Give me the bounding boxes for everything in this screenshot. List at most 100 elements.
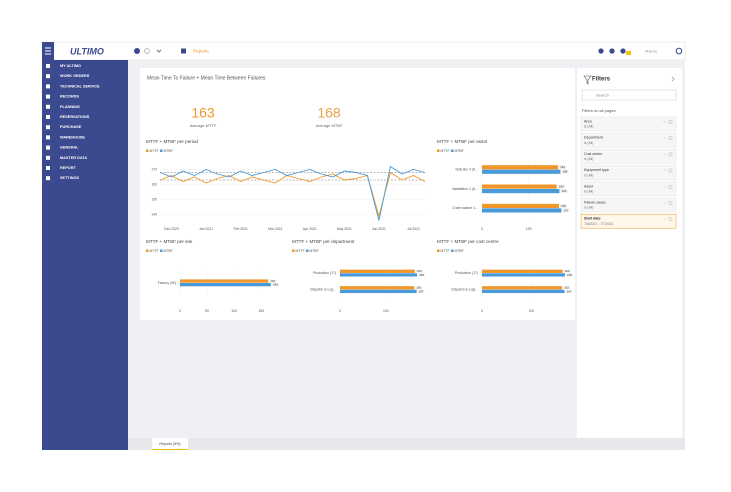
filter-controls xyxy=(662,185,673,189)
menu-item[interactable]: GENERAL xyxy=(60,146,79,150)
menu-item[interactable]: RECORDS xyxy=(60,95,79,99)
filter-controls xyxy=(662,120,673,124)
value-label-box xyxy=(560,189,568,193)
x-tick-label: Jun 2021 xyxy=(372,227,386,231)
sidebar xyxy=(42,60,128,450)
menu-item[interactable]: WORK ORDERS xyxy=(60,74,90,78)
value-label: 160 xyxy=(559,184,564,188)
logo: ULTIMO xyxy=(70,46,104,56)
menu-icon xyxy=(46,74,50,79)
report-panel xyxy=(140,68,575,320)
filter-value: is (All) xyxy=(584,206,593,210)
kpi-label: Average MTBF xyxy=(316,123,343,128)
sidebar-items: MY ULTIMO WORK ORDERS TECHNICAL SERVICE REC… xyxy=(46,64,100,181)
value-label: 163 xyxy=(565,269,570,273)
menu-icon xyxy=(46,176,50,181)
gear-icon[interactable] xyxy=(598,48,604,54)
category-label: Dispatch & Log... xyxy=(310,288,336,292)
x-tick-label: 100 xyxy=(383,309,389,313)
value-label-box xyxy=(557,184,565,189)
value-label-box xyxy=(563,286,571,290)
bar xyxy=(482,289,565,294)
chart-title: MTTF + MTBF per cost centre xyxy=(437,239,499,244)
y-tick-label: 150 xyxy=(151,197,157,201)
filters-title: Filters xyxy=(592,77,611,83)
breadcrumb[interactable]: Reports xyxy=(193,49,210,54)
legend-swatch xyxy=(437,249,440,252)
filter-card[interactable] xyxy=(580,181,677,197)
menu-icon xyxy=(46,84,50,89)
filter-value: is (All) xyxy=(584,173,593,177)
category-label: Crate washer 1... xyxy=(452,206,478,210)
logout-icon[interactable] xyxy=(675,47,683,55)
search-box[interactable] xyxy=(581,89,677,101)
x-tick-label: May 2021 xyxy=(337,227,352,231)
menu-item[interactable]: PLANNING xyxy=(60,105,80,109)
bell-icon[interactable] xyxy=(620,48,626,54)
tab[interactable] xyxy=(152,438,188,450)
x-tick-label: Jan 2021 xyxy=(199,227,213,231)
menu-item[interactable]: REPORT xyxy=(60,166,77,170)
legend-label: MTBF xyxy=(310,249,319,253)
menu-item[interactable]: SETTINGS xyxy=(60,176,79,180)
dropdown-icon[interactable] xyxy=(156,49,162,53)
value-label-box xyxy=(560,204,567,208)
bar xyxy=(180,279,269,283)
filter-icon xyxy=(583,75,592,85)
menu-icon xyxy=(45,47,51,55)
kpi-label: Average MTTF xyxy=(190,123,217,128)
value-label: 168 xyxy=(273,283,278,287)
legend-swatch xyxy=(292,249,295,252)
user-name[interactable]: Maerts xyxy=(645,49,657,54)
menu-item[interactable]: TECHNICAL SERVICE xyxy=(60,84,100,88)
menu-item[interactable]: WAREHOUSE xyxy=(60,135,85,139)
filter-value: is (All) xyxy=(584,189,593,193)
menu-item[interactable]: PURCHASE xyxy=(60,125,82,129)
value-label-box xyxy=(415,269,423,273)
x-tick-label: Apr 2021 xyxy=(303,227,317,231)
menu-item[interactable]: RESERVATIONS xyxy=(60,115,90,119)
x-tick-label: 100 xyxy=(529,309,535,313)
settings-icon[interactable] xyxy=(134,48,140,54)
value-label: 162 xyxy=(564,286,569,290)
y-tick-label: 170 xyxy=(151,167,157,171)
filter-card[interactable] xyxy=(580,149,677,164)
value-label-box xyxy=(562,208,570,213)
value-label-box xyxy=(563,269,571,273)
filter-card[interactable] xyxy=(580,132,677,148)
x-tick-label: 50 xyxy=(205,309,209,313)
filter-controls xyxy=(662,168,673,173)
legend-swatch xyxy=(160,149,163,152)
collapse-icon[interactable] xyxy=(671,76,675,82)
star-icon[interactable] xyxy=(144,48,150,54)
tabs: Reports (5%) xyxy=(152,438,188,450)
filter-card[interactable] xyxy=(580,213,677,229)
menu-icon xyxy=(46,94,50,99)
filter-card[interactable] xyxy=(580,116,677,132)
filter-value: is (All) xyxy=(584,141,593,145)
legend-swatch xyxy=(306,249,309,252)
value-label: 163 xyxy=(560,165,565,169)
value-label: 170 xyxy=(563,208,568,212)
category-label: Production (17) xyxy=(455,271,478,275)
legend-swatch xyxy=(437,149,440,152)
legend-swatch xyxy=(451,149,454,152)
legend-label: MTBF xyxy=(455,149,464,153)
home-icon[interactable] xyxy=(181,48,186,54)
filter-name: Equipment type xyxy=(584,168,609,172)
filter-controls xyxy=(662,217,673,221)
x-tick-label: Mar 2021 xyxy=(268,227,282,231)
menu-item[interactable]: MY ULTIMO xyxy=(60,64,81,68)
bar xyxy=(482,269,563,273)
filter-controls xyxy=(662,152,673,157)
filter-value: 7/6/2021 - 7/7/2021 xyxy=(584,222,614,226)
legend-swatch xyxy=(451,249,454,252)
menu-item[interactable]: MASTER DATA xyxy=(60,156,87,160)
filter-card[interactable] xyxy=(580,197,677,213)
help-icon[interactable] xyxy=(609,48,615,54)
legend-label: MTBF xyxy=(164,149,173,153)
category-label: Production (17) xyxy=(313,271,336,275)
filter-card[interactable] xyxy=(580,165,677,180)
chart-title: MTTF + MTBF per asset xyxy=(437,139,488,144)
value-label-box xyxy=(415,286,423,290)
